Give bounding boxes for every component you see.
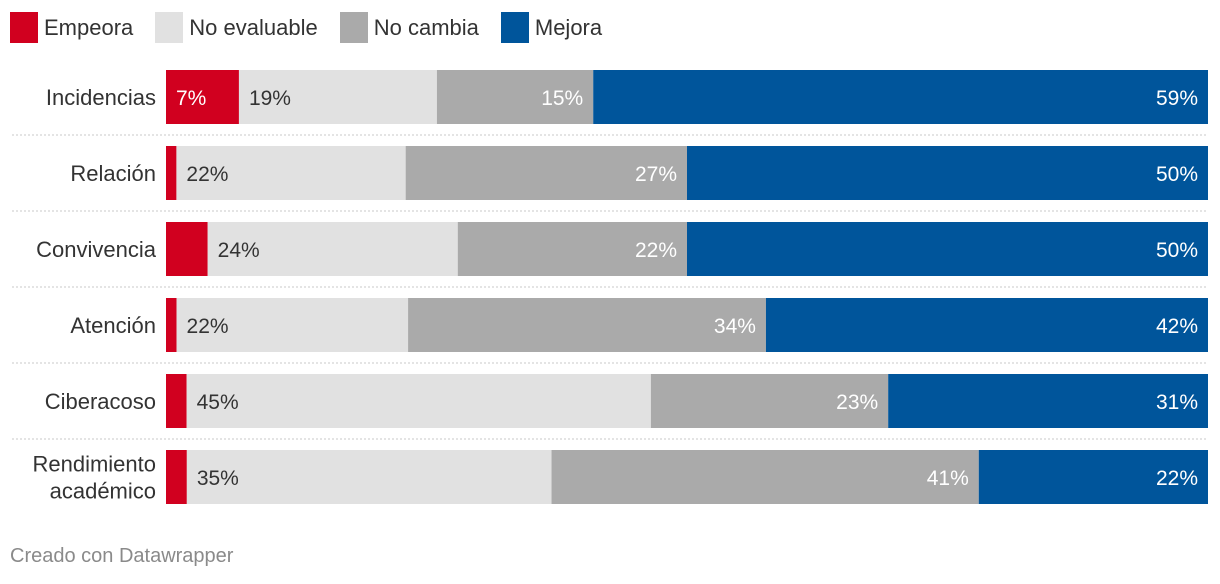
- legend-label-empeora: Empeora: [44, 14, 134, 40]
- legend-swatch-no-evaluable: [155, 12, 184, 43]
- value-label-no-evaluable-ciberacoso: 45%: [197, 391, 239, 414]
- value-label-mejora-rendimiento-academico: 22%: [1156, 467, 1198, 490]
- chart-legend: Empeora No evaluable No cambia Mejora: [10, 12, 624, 43]
- value-label-no-evaluable-convivencia: 24%: [218, 239, 260, 262]
- legend-item-no-cambia: No cambia: [339, 12, 479, 43]
- category-label-line: Convivencia: [36, 237, 157, 262]
- bar-mejora-relacion: [687, 146, 1208, 200]
- category-label-ciberacoso: Ciberacoso: [45, 389, 156, 414]
- value-label-mejora-ciberacoso: 31%: [1156, 391, 1198, 414]
- category-label-convivencia: Convivencia: [36, 237, 157, 262]
- bar-no-evaluable-rendimiento-academico: [186, 450, 552, 504]
- value-label-no-cambia-ciberacoso: 23%: [836, 391, 878, 414]
- legend-item-empeora: Empeora: [10, 12, 133, 43]
- value-label-mejora-convivencia: 50%: [1156, 239, 1198, 262]
- category-label-relacion: Relación: [70, 161, 156, 186]
- legend-swatch-empeora: [10, 12, 38, 43]
- legend-label-no-cambia: No cambia: [373, 14, 479, 40]
- value-label-no-cambia-incidencias: 15%: [541, 87, 583, 110]
- category-label-line: Relación: [70, 161, 156, 186]
- bar-no-cambia-convivencia: [457, 222, 687, 276]
- value-label-no-evaluable-incidencias: 19%: [249, 87, 291, 110]
- bar-mejora-convivencia: [687, 222, 1208, 276]
- bar-no-evaluable-relacion: [176, 146, 406, 200]
- bar-empeora-atencion: [166, 298, 177, 352]
- bar-no-cambia-atencion: [408, 298, 766, 352]
- value-label-no-evaluable-relacion: 22%: [186, 163, 228, 186]
- value-label-empeora-incidencias: 7%: [176, 87, 206, 110]
- bar-no-evaluable-ciberacoso: [186, 374, 651, 428]
- category-label-incidencias: Incidencias: [46, 85, 156, 110]
- value-label-no-evaluable-rendimiento-academico: 35%: [197, 467, 239, 490]
- legend-item-mejora: Mejora: [500, 12, 603, 43]
- legend-swatch-mejora: [500, 12, 529, 43]
- bar-no-evaluable-incidencias: [238, 70, 437, 124]
- bar-empeora-convivencia: [166, 222, 208, 276]
- category-label-rendimiento-academico: Rendimiento académico: [32, 452, 156, 504]
- bar-mejora-ciberacoso: [888, 374, 1208, 428]
- bar-mejora-atencion: [765, 298, 1208, 352]
- bar-empeora-ciberacoso: [166, 374, 187, 428]
- bar-no-cambia-ciberacoso: [650, 374, 889, 428]
- bar-empeora-incidencias: [166, 70, 239, 124]
- bar-empeora-rendimiento-academico: [166, 450, 187, 504]
- category-label-atencion: Atención: [70, 313, 156, 338]
- bar-no-cambia-incidencias: [436, 70, 594, 124]
- legend-label-mejora: Mejora: [534, 14, 603, 40]
- value-label-no-evaluable-atencion: 22%: [187, 315, 229, 338]
- bar-empeora-relacion: [166, 146, 177, 200]
- bar-mejora-rendimiento-academico: [978, 450, 1208, 504]
- category-label-line: Rendimiento: [32, 452, 156, 477]
- legend-label-no-evaluable: No evaluable: [189, 14, 318, 40]
- bar-mejora-incidencias: [593, 70, 1208, 124]
- category-label-line: Atención: [70, 313, 156, 338]
- bar-no-cambia-rendimiento-academico: [551, 450, 979, 504]
- value-label-no-cambia-atencion: 34%: [714, 315, 756, 338]
- category-label-line: académico: [50, 479, 156, 504]
- bar-no-evaluable-atencion: [176, 298, 409, 352]
- value-label-no-cambia-relacion: 27%: [635, 163, 677, 186]
- value-label-no-cambia-rendimiento-academico: 41%: [927, 467, 969, 490]
- category-label-line: Ciberacoso: [45, 389, 156, 414]
- legend-item-no-evaluable: No evaluable: [155, 12, 318, 43]
- value-label-mejora-incidencias: 59%: [1156, 87, 1198, 110]
- datawrapper-credit: Creado con Datawrapper: [10, 545, 234, 567]
- bar-no-evaluable-convivencia: [207, 222, 458, 276]
- category-label-line: Incidencias: [46, 85, 156, 110]
- value-label-no-cambia-convivencia: 22%: [635, 239, 677, 262]
- value-label-mejora-atencion: 42%: [1156, 315, 1198, 338]
- value-label-mejora-relacion: 50%: [1156, 163, 1198, 186]
- legend-swatch-no-cambia: [339, 12, 368, 43]
- bar-no-cambia-relacion: [405, 146, 687, 200]
